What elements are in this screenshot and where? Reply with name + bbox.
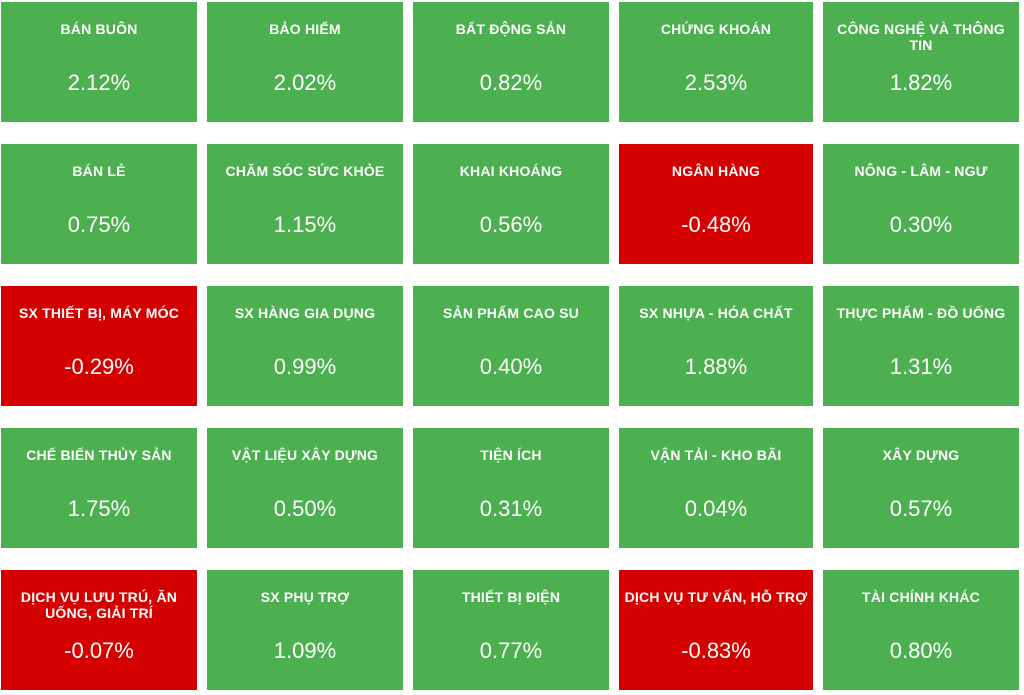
sector-tile[interactable]: SX HÀNG GIA DỤNG 0.99% (207, 286, 403, 406)
sector-change: 2.02% (273, 70, 337, 95)
sector-tile[interactable]: DỊCH VỤ TƯ VẤN, HỖ TRỢ -0.83% (619, 570, 813, 690)
sector-tile[interactable]: SX PHỤ TRỢ 1.09% (207, 570, 403, 690)
sector-tile[interactable]: NÔNG - LÂM - NGƯ 0.30% (823, 144, 1019, 264)
sector-name: XÂY DỰNG (882, 447, 960, 463)
sector-name: KHAI KHOÁNG (459, 163, 563, 179)
sector-tile[interactable]: CHẾ BIẾN THỦY SẢN 1.75% (1, 428, 197, 548)
sector-name: SX NHỰA - HÓA CHẤT (639, 305, 793, 321)
sector-tile[interactable]: THIẾT BỊ ĐIỆN 0.77% (413, 570, 609, 690)
sector-name: TIỆN ÍCH (480, 447, 542, 463)
sector-tile[interactable]: SX THIẾT BỊ, MÁY MÓC -0.29% (1, 286, 197, 406)
sector-name: NGÂN HÀNG (671, 163, 761, 179)
sector-tile[interactable]: BẤT ĐỘNG SẢN 0.82% (413, 2, 609, 122)
sector-change: 0.80% (889, 638, 953, 663)
sector-change: 1.15% (273, 212, 337, 237)
sector-change: 0.75% (67, 212, 131, 237)
sector-name: DỊCH VỤ LƯU TRÚ, ĂN UỐNG, GIẢI TRÍ (20, 589, 178, 621)
sector-change: 0.99% (273, 354, 337, 379)
sector-name: VẬN TẢI - KHO BÃI (650, 447, 782, 463)
sector-name: CÔNG NGHỆ VÀ THÔNG TIN (837, 21, 1005, 53)
sector-name: TÀI CHÍNH KHÁC (862, 589, 980, 605)
sector-tile[interactable]: XÂY DỰNG 0.57% (823, 428, 1019, 548)
sector-tile[interactable]: TIỆN ÍCH 0.31% (413, 428, 609, 548)
sector-tile[interactable]: BẢO HIỂM 2.02% (207, 2, 403, 122)
sector-tile[interactable]: THỰC PHẨM - ĐỒ UỐNG 1.31% (823, 286, 1019, 406)
sector-name: THIẾT BỊ ĐIỆN (461, 589, 561, 605)
sector-name: SX HÀNG GIA DỤNG (234, 305, 376, 321)
sector-tile[interactable]: CHỨNG KHOÁN 2.53% (619, 2, 813, 122)
sector-change: -0.83% (681, 638, 751, 663)
sector-change: -0.29% (64, 354, 134, 379)
sector-change: 0.57% (889, 496, 953, 521)
sector-change: 0.04% (684, 496, 748, 521)
sector-change: -0.48% (681, 212, 751, 237)
sector-change: 1.82% (889, 70, 953, 95)
sector-name: BÁN BUÔN (60, 21, 138, 37)
sector-change: 0.56% (479, 212, 543, 237)
sector-change: 1.31% (889, 354, 953, 379)
sector-change: 0.77% (479, 638, 543, 663)
sector-change: 2.12% (67, 70, 131, 95)
sector-tile[interactable]: VẬT LIỆU XÂY DỰNG 0.50% (207, 428, 403, 548)
sector-name: SX PHỤ TRỢ (260, 589, 350, 605)
sector-name: DỊCH VỤ TƯ VẤN, HỖ TRỢ (624, 589, 808, 605)
sector-change: 0.40% (479, 354, 543, 379)
sector-name: NÔNG - LÂM - NGƯ (854, 163, 988, 179)
sector-name: CHẾ BIẾN THỦY SẢN (26, 447, 172, 463)
sector-tile[interactable]: CHĂM SÓC SỨC KHỎE 1.15% (207, 144, 403, 264)
sector-name: BẢO HIỂM (269, 21, 341, 37)
sector-tile[interactable]: KHAI KHOÁNG 0.56% (413, 144, 609, 264)
sector-name: THỰC PHẨM - ĐỒ UỐNG (836, 305, 1006, 321)
sector-name: SX THIẾT BỊ, MÁY MÓC (18, 305, 180, 321)
sector-change: 1.09% (273, 638, 337, 663)
sector-tile[interactable]: BÁN BUÔN 2.12% (1, 2, 197, 122)
sector-change: 0.30% (889, 212, 953, 237)
sector-name: VẬT LIỆU XÂY DỰNG (231, 447, 379, 463)
sector-name: BÁN LẺ (72, 163, 126, 179)
sector-name: BẤT ĐỘNG SẢN (455, 21, 567, 37)
sector-name: CHỨNG KHOÁN (660, 21, 772, 37)
sector-change: 0.82% (479, 70, 543, 95)
sector-tile[interactable]: SẢN PHẨM CAO SU 0.40% (413, 286, 609, 406)
sector-tile[interactable]: NGÂN HÀNG -0.48% (619, 144, 813, 264)
sector-change: 0.31% (479, 496, 543, 521)
sector-tile[interactable]: BÁN LẺ 0.75% (1, 144, 197, 264)
sector-change: 2.53% (684, 70, 748, 95)
sector-tile[interactable]: DỊCH VỤ LƯU TRÚ, ĂN UỐNG, GIẢI TRÍ -0.07% (1, 570, 197, 690)
sector-change: 0.50% (273, 496, 337, 521)
sector-tile[interactable]: VẬN TẢI - KHO BÃI 0.04% (619, 428, 813, 548)
sector-change: 1.88% (684, 354, 748, 379)
sector-tile[interactable]: CÔNG NGHỆ VÀ THÔNG TIN 1.82% (823, 2, 1019, 122)
sector-name: CHĂM SÓC SỨC KHỎE (225, 163, 385, 179)
sector-tile[interactable]: SX NHỰA - HÓA CHẤT 1.88% (619, 286, 813, 406)
sector-name: SẢN PHẨM CAO SU (442, 305, 579, 321)
sector-change: -0.07% (64, 638, 134, 663)
sector-change: 1.75% (67, 496, 131, 521)
sector-tile[interactable]: TÀI CHÍNH KHÁC 0.80% (823, 570, 1019, 690)
